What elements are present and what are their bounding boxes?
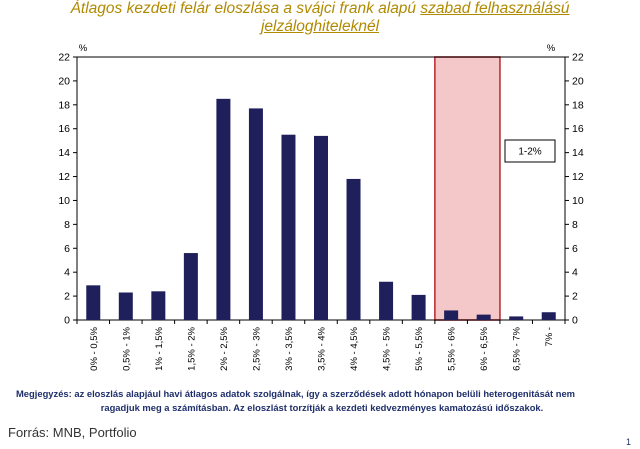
bar (281, 134, 296, 320)
title-line1-plain: Átlagos kezdeti felár eloszlása a svájci… (70, 0, 421, 17)
footnote-line2: ragadjuk meg a számításban. Az eloszlást… (100, 402, 544, 413)
x-tick-label: 5,5% - 6% (447, 326, 458, 370)
y-tick-label-right: 12 (572, 171, 584, 183)
y-tick-label-right: 20 (572, 75, 584, 87)
y-tick-label-right: 10 (572, 195, 584, 207)
y-tick-label-left: 20 (58, 75, 70, 87)
footnote: Megjegyzés: az eloszlás alapjául havi át… (16, 387, 628, 415)
y-tick-label-right: 14 (572, 147, 584, 159)
y-tick-label-right: 22 (572, 52, 584, 64)
bar (444, 310, 459, 320)
y-unit-left: % (79, 43, 88, 54)
y-tick-label-right: 2 (572, 291, 578, 303)
highlight-label-box (504, 139, 556, 163)
x-tick-label: 2% - 2,5% (219, 326, 230, 370)
y-tick-label-left: 16 (58, 123, 70, 135)
y-tick-label-left: 6 (64, 243, 70, 255)
y-tick-label-left: 10 (58, 195, 70, 207)
bar (509, 316, 524, 320)
bar (476, 314, 491, 320)
y-tick-label-left: 2 (64, 291, 70, 303)
bar (118, 292, 133, 320)
y-tick-label-left: 18 (58, 99, 70, 111)
x-tick-label: 5% - 5,5% (414, 326, 425, 370)
bar (216, 98, 231, 320)
x-tick-label: 6% - 6,5% (479, 326, 490, 370)
y-tick-label-left: 8 (64, 219, 70, 231)
title-line1-underlined: szabad felhasználású (420, 0, 570, 17)
y-tick-label-right: 0 (572, 315, 578, 327)
bar (411, 294, 426, 320)
bar (151, 291, 166, 320)
y-tick-label-left: 14 (58, 147, 70, 159)
x-tick-label: 3,5% - 4% (317, 326, 328, 370)
x-tick-label: 0% - 0,5% (89, 326, 100, 370)
bar (183, 253, 198, 320)
x-tick-label: 6,5% - 7% (512, 326, 523, 370)
bar (379, 281, 394, 320)
y-tick-label-right: 18 (572, 99, 584, 111)
x-tick-label: 7% - (544, 327, 555, 347)
highlight-region (434, 56, 501, 321)
bar (314, 135, 328, 320)
x-tick-label: 1,5% - 2% (186, 326, 197, 370)
y-unit-right: % (547, 43, 556, 54)
bar (346, 178, 361, 320)
x-tick-label: 4,5% - 5% (382, 326, 393, 370)
highlight-label: 1-2% (518, 147, 541, 158)
x-tick-label: 2,5% - 3% (251, 326, 262, 370)
bar (86, 285, 101, 320)
y-tick-label-right: 16 (572, 123, 584, 135)
source-text: Forrás: MNB, Portfolio (8, 425, 137, 440)
y-tick-label-left: 12 (58, 171, 70, 183)
y-tick-label-left: 4 (64, 267, 70, 279)
x-tick-label: 3% - 3,5% (284, 326, 295, 370)
y-tick-label-left: 0 (64, 315, 70, 327)
bar (248, 108, 263, 321)
page-number: 1 (626, 437, 632, 447)
x-tick-label: 4% - 4,5% (349, 326, 360, 370)
y-tick-label-left: 22 (58, 52, 70, 64)
y-tick-label-right: 4 (572, 267, 578, 279)
x-tick-label: 0,5% - 1% (121, 326, 132, 370)
y-tick-label-right: 6 (572, 243, 578, 255)
title-line2-underlined: jelzáloghiteleknél (260, 18, 380, 35)
x-tick-label: 1% - 1,5% (154, 326, 165, 370)
y-tick-label-right: 8 (572, 219, 578, 231)
bar (541, 312, 556, 320)
chart-title: Átlagos kezdeti felár eloszlása a svájci… (0, 0, 640, 36)
footnote-line1: Megjegyzés: az eloszlás alapjául havi át… (16, 388, 576, 399)
